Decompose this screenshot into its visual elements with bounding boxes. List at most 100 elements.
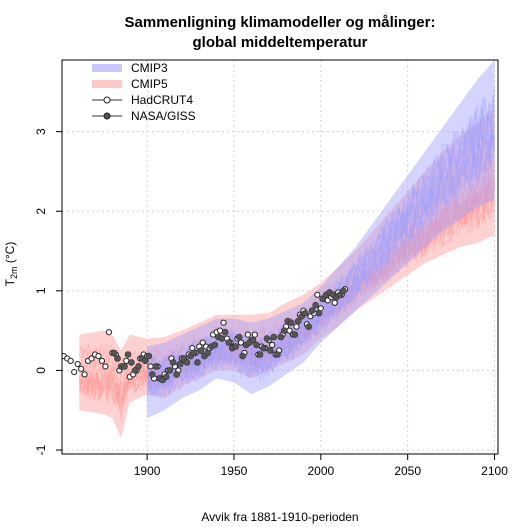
legend-marker-hadcrut4 (103, 96, 111, 104)
nasa-giss-point (301, 309, 309, 317)
x-tick-label: 1950 (221, 464, 248, 478)
ensemble-member-cmip5 (78, 161, 496, 399)
nasa-giss-point (218, 335, 226, 342)
band-cmip3 (147, 60, 495, 419)
hadcrut4-point (293, 323, 300, 330)
nasa-giss-point (291, 331, 299, 338)
x-axis-label: Avvik fra 1881-1910-perioden (201, 510, 358, 524)
hadcrut4-point (147, 363, 154, 370)
hadcrut4-point (74, 360, 81, 368)
hadcrut4-point (102, 363, 109, 370)
nasa-giss-point (114, 355, 121, 362)
hadcrut4-point (71, 368, 78, 376)
y-tick-label: 3 (34, 128, 48, 135)
hadcrut4-point (105, 329, 113, 336)
nasa-giss-point (315, 309, 323, 317)
y-axis-label-main: T (3, 278, 17, 286)
legend-marker-nasa-giss (103, 112, 111, 120)
nasa-giss-point (281, 327, 288, 334)
nasa-giss-point (110, 349, 118, 357)
hadcrut4-point (123, 357, 130, 364)
nasa-giss-point (135, 363, 142, 370)
nasa-giss-point (277, 333, 285, 341)
legend-label-nasa-giss: NASA/GISS (131, 109, 196, 123)
nasa-giss-point (194, 359, 201, 366)
x-tick-label: 2100 (481, 464, 508, 478)
nasa-giss-point (211, 341, 219, 349)
x-tick-label: 2050 (394, 464, 421, 478)
nasa-giss-point (340, 287, 347, 295)
axes: 1900 1950 2000 2050 2100 -1 0 1 2 3 (34, 128, 508, 478)
hadcrut4-point (199, 339, 206, 346)
plot-frame (61, 59, 499, 455)
legend-label-hadcrut4: HadCRUT4 (131, 93, 193, 107)
y-tick-label: 0 (34, 367, 48, 374)
nasa-giss-point (152, 363, 160, 370)
chart-title: Sammenligning klimamodeller og målinger: (125, 14, 436, 31)
hadcrut4-point (81, 371, 88, 378)
legend: CMIP3 CMIP5 HadCRUT4 NASA/GISS (92, 61, 196, 123)
hadcrut4-point (269, 341, 276, 349)
nasa-giss-point (274, 351, 281, 358)
nasa-giss-point (145, 352, 153, 360)
nasa-giss-point (239, 352, 246, 360)
nasa-giss-point (176, 360, 184, 368)
nasa-giss-point (256, 351, 264, 358)
ensemble-member-cmip5 (78, 177, 496, 404)
nasa-giss-point (294, 317, 302, 325)
nasa-giss-point (253, 341, 260, 349)
nasa-giss-point (287, 319, 295, 326)
y-axis-label: T2m (°C) (3, 242, 19, 287)
hadcrut4-point (220, 319, 227, 326)
hadcrut4-point (67, 357, 74, 364)
ensemble-member-cmip3 (146, 129, 496, 396)
ensemble-member-cmip3 (146, 121, 496, 393)
ensemble-member-cmip3 (146, 129, 496, 396)
nasa-giss-point (166, 367, 173, 374)
ensemble-member-cmip5 (78, 179, 495, 404)
ensemble-member-cmip5 (78, 171, 495, 410)
nasa-giss-point (142, 357, 149, 365)
y-tick-label: 1 (34, 287, 48, 294)
nasa-giss-point (204, 349, 212, 357)
legend-label-cmip5: CMIP5 (131, 77, 168, 91)
nasa-giss-point (263, 335, 271, 342)
nasa-giss-point (124, 351, 132, 358)
ensemble-member-cmip5 (78, 178, 496, 416)
x-tick-label: 1900 (134, 464, 161, 478)
nasa-giss-point (312, 301, 319, 309)
nasa-giss-point (190, 349, 198, 357)
chart-subtitle: global middeltemperatur (192, 34, 367, 51)
hadcrut4-point (88, 355, 95, 362)
y-axis-label-unit: (°C) (3, 242, 17, 267)
hadcrut4-point (244, 331, 251, 338)
ensemble-member-cmip3 (146, 130, 496, 396)
nasa-giss-point (149, 371, 156, 378)
hadcrut4-point (95, 352, 102, 360)
hadcrut4-point (98, 357, 106, 364)
ensemble-member-cmip5 (79, 169, 496, 407)
nasa-giss-point (225, 339, 233, 346)
ensemble-member-cmip3 (146, 136, 496, 401)
ensemble-member-cmip5 (78, 186, 496, 407)
ensemble-member-cmip3 (146, 134, 495, 395)
y-axis-label-subscript: 2m (9, 266, 19, 279)
hadcrut4-point (78, 365, 85, 372)
nasa-giss-point (183, 359, 191, 366)
y-tick-label: -1 (34, 444, 48, 455)
hadcrut4-point (216, 327, 224, 334)
hadcrut4-point (237, 339, 245, 346)
nasa-giss-point (162, 373, 170, 381)
hadcrut4-point (331, 299, 338, 306)
grid (62, 60, 498, 454)
nasa-giss-point (232, 343, 240, 350)
nasa-giss-point (121, 363, 128, 370)
nasa-giss-point (270, 333, 278, 341)
ensemble-member-cmip5 (78, 177, 496, 410)
nasa-giss-point (308, 307, 316, 315)
ensemble-member-cmip5 (78, 184, 495, 406)
nasa-giss-point (305, 323, 312, 330)
y-tick-label: 2 (34, 208, 48, 215)
nasa-giss-point (221, 328, 229, 336)
